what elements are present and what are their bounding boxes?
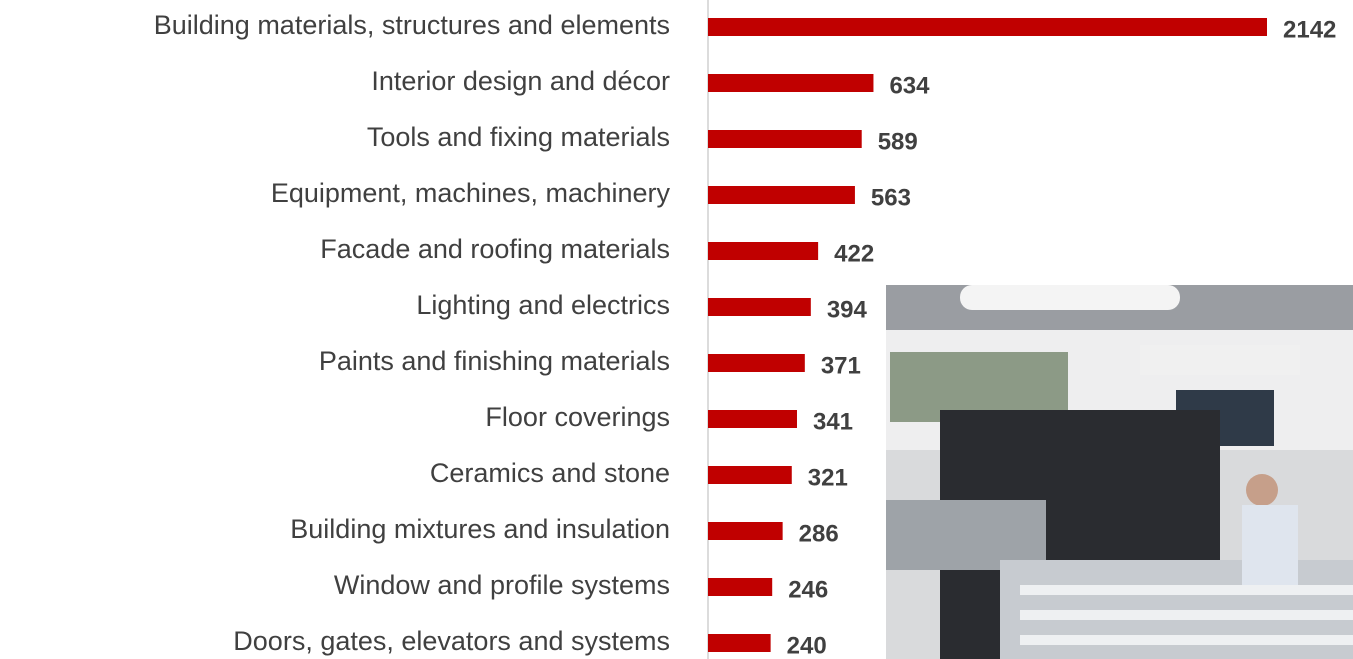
bar (708, 18, 1267, 36)
value-label: 394 (827, 296, 868, 323)
value-label: 286 (799, 520, 839, 547)
value-label: 246 (788, 576, 828, 603)
value-label: 341 (813, 408, 853, 435)
bar (708, 130, 862, 148)
bar (708, 634, 771, 652)
value-label: 240 (787, 632, 827, 659)
value-label: 589 (878, 128, 918, 155)
category-label: Tools and fixing materials (367, 122, 670, 152)
category-label: Ceramics and stone (430, 458, 670, 488)
category-label: Building mixtures and insulation (290, 514, 670, 544)
category-label: Interior design and décor (371, 66, 670, 96)
bar (708, 298, 811, 316)
value-label: 422 (834, 240, 874, 267)
category-label: Floor coverings (485, 402, 670, 432)
bar (708, 410, 797, 428)
category-label: Paints and finishing materials (319, 346, 670, 376)
value-label: 2142 (1283, 16, 1336, 43)
bar (708, 466, 792, 484)
value-label: 563 (871, 184, 911, 211)
category-label: Lighting and electrics (416, 290, 670, 320)
category-label: Building materials, structures and eleme… (154, 10, 670, 40)
bar (708, 74, 874, 92)
value-label: 321 (808, 464, 848, 491)
bar (708, 354, 805, 372)
value-label: 371 (821, 352, 861, 379)
category-label: Window and profile systems (334, 570, 670, 600)
bar (708, 522, 783, 540)
category-label: Doors, gates, elevators and systems (233, 626, 670, 656)
bar (708, 578, 773, 596)
value-label: 634 (889, 72, 930, 99)
photo (886, 285, 1353, 659)
category-label: Facade and roofing materials (320, 234, 670, 264)
category-label: Equipment, machines, machinery (271, 178, 671, 208)
bar (708, 242, 819, 260)
bar (708, 186, 855, 204)
